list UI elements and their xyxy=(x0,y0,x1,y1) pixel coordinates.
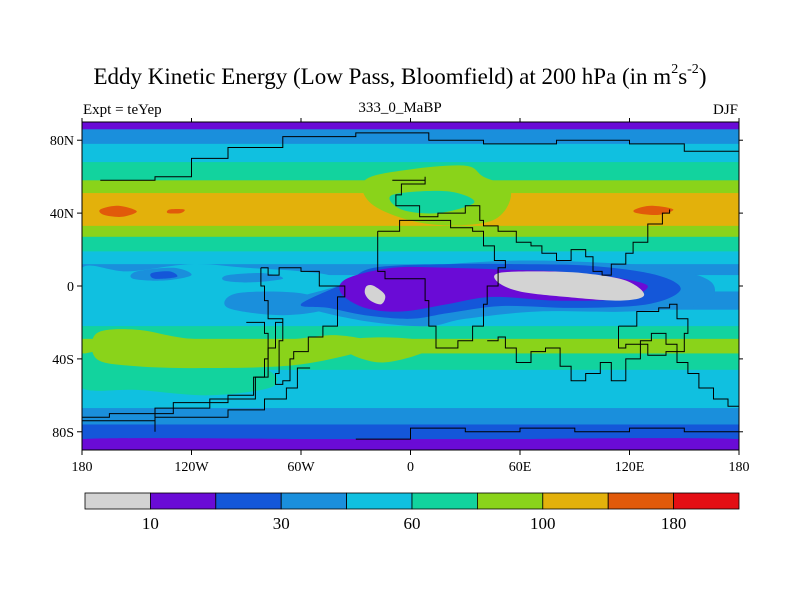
contour-region-8 xyxy=(494,271,645,301)
contour-region-layer xyxy=(82,165,739,450)
season-label: DJF xyxy=(712,102,738,118)
colorbar-swatch-5 xyxy=(411,492,478,510)
colorbar-swatch-0 xyxy=(84,492,151,510)
coastline-1 xyxy=(392,176,671,276)
zonal-band-2 xyxy=(82,143,739,163)
chart-subtitle: 333_0_MaBP xyxy=(358,100,442,116)
title-superscript-2: -2 xyxy=(687,62,699,78)
zonal-band-1 xyxy=(82,129,739,145)
colorbar-swatch-6 xyxy=(476,492,544,510)
contour-region-19 xyxy=(82,438,739,450)
coastline-7 xyxy=(154,367,311,432)
title-superscript-1: 2 xyxy=(671,62,679,78)
y-tick-label-2: 0 xyxy=(67,280,74,295)
axis-ticks: 180 120W 60W 0 60E 120E 180 80N 40N 0 40S 80S xyxy=(50,118,750,475)
x-tick-label-4: 60E xyxy=(509,460,532,475)
coastline-8 xyxy=(487,332,739,418)
experiment-label: Expt = teYep xyxy=(83,102,162,118)
colorbar-label-2: 60 xyxy=(404,514,421,533)
title-main: Eddy Kinetic Energy (Low Pass, Bloomfiel… xyxy=(93,64,672,89)
zonal-band-17 xyxy=(82,388,739,409)
coastline-9 xyxy=(355,427,739,440)
title-end: ) xyxy=(698,64,707,89)
coastline-2 xyxy=(377,219,506,349)
zonal-band-7 xyxy=(82,236,739,252)
x-tick-label-2: 60W xyxy=(287,460,315,475)
colorbar-label-1: 30 xyxy=(273,514,290,533)
contour-region-17 xyxy=(166,209,185,214)
coastline-5 xyxy=(82,321,269,418)
contour-region-2 xyxy=(150,271,178,279)
colorbar-swatch-1 xyxy=(149,492,217,510)
contour-region-12 xyxy=(344,337,430,363)
chart-title: Eddy Kinetic Energy (Low Pass, Bloomfiel… xyxy=(0,62,800,90)
contour-region-16 xyxy=(99,205,137,217)
colorbar-label-4: 180 xyxy=(661,514,687,533)
zonal-band-13 xyxy=(82,326,739,340)
zonal-band-6 xyxy=(82,225,739,238)
x-tick-label-6: 180 xyxy=(729,460,750,475)
zonal-band-8 xyxy=(82,251,739,265)
y-tick-label-3: 40S xyxy=(52,353,74,368)
colorbar-swatch-3 xyxy=(280,492,348,510)
colorbar-label-3: 100 xyxy=(530,514,556,533)
colorbar-swatch-2 xyxy=(215,492,282,510)
colorbar-swatch-7 xyxy=(542,492,609,510)
x-tick-label-0: 180 xyxy=(72,460,93,475)
colorbar-swatch-4 xyxy=(346,492,413,510)
title-mid: s xyxy=(678,64,688,89)
contour-region-9 xyxy=(364,284,386,305)
coastline-layer xyxy=(82,132,739,440)
colorbar-swatch-9 xyxy=(673,492,740,510)
x-tick-label-1: 120W xyxy=(174,460,209,475)
colorbar: 10 30 60 100 180 xyxy=(84,492,740,533)
contour-region-11 xyxy=(91,329,375,369)
coastline-0 xyxy=(100,132,739,181)
x-tick-label-3: 0 xyxy=(407,460,414,475)
y-tick-label-0: 80N xyxy=(50,134,74,149)
contour-region-15 xyxy=(389,190,475,214)
colorbar-swatch-8 xyxy=(607,492,675,510)
coastline-3 xyxy=(260,267,346,385)
contour-region-13 xyxy=(276,376,348,407)
x-tick-label-5: 120E xyxy=(615,460,645,475)
coastline-4 xyxy=(618,303,689,356)
colorbar-label-0: 10 xyxy=(142,514,159,533)
zonal-band-18 xyxy=(82,408,739,426)
y-tick-label-4: 80S xyxy=(52,426,74,441)
y-tick-label-1: 40N xyxy=(50,207,74,222)
zonal-band-0 xyxy=(82,122,739,130)
